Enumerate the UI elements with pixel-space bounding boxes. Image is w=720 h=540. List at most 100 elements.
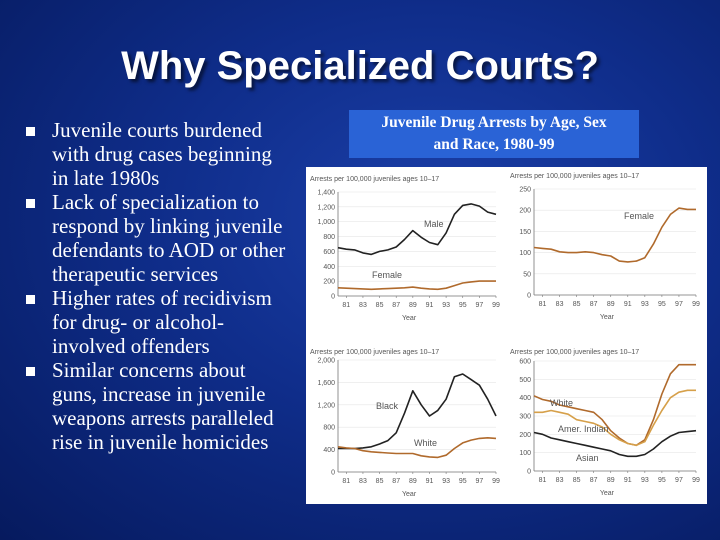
y-tick-label: 1,400 xyxy=(317,190,335,197)
y-tick-label: 150 xyxy=(519,229,531,236)
square-bullet-icon xyxy=(26,199,35,208)
x-tick-label: 97 xyxy=(675,301,683,308)
x-tick-label: 89 xyxy=(409,302,417,309)
bullet-item: Higher rates of recidivism for drug- or … xyxy=(22,286,292,358)
x-tick-label: 89 xyxy=(607,301,615,308)
bullet-item: Juvenile courts burdened with drug cases… xyxy=(22,118,292,190)
y-tick-label: 1,200 xyxy=(317,402,335,409)
series-label: Female xyxy=(624,211,654,221)
y-tick-label: 1,600 xyxy=(317,380,335,387)
y-tick-label: 2,000 xyxy=(317,358,335,365)
x-tick-label: 91 xyxy=(426,478,434,485)
x-tick-label: 97 xyxy=(475,478,483,485)
x-tick-label: 85 xyxy=(573,301,581,308)
bullet-text: Lack of specialization to respond by lin… xyxy=(52,190,286,286)
square-bullet-icon xyxy=(26,295,35,304)
x-tick-label: 83 xyxy=(359,302,367,309)
x-tick-label: 87 xyxy=(392,478,400,485)
series-line-asian xyxy=(533,429,697,458)
x-tick-label: 97 xyxy=(475,302,483,309)
y-tick-label: 100 xyxy=(519,250,531,257)
x-tick-label: 95 xyxy=(459,302,467,309)
y-tick-label: 100 xyxy=(519,450,531,457)
chart-4: Arrests per 100,000 juveniles ages 10–17… xyxy=(510,349,700,497)
slide-title: Why Specialized Courts? xyxy=(121,44,599,88)
series-label: Female xyxy=(372,270,402,280)
x-tick-label: 81 xyxy=(342,478,350,485)
x-tick-label: 91 xyxy=(624,301,632,308)
y-tick-label: 0 xyxy=(331,294,335,301)
series-label: Amer. Indian xyxy=(558,424,609,434)
x-tick-label: 85 xyxy=(376,478,384,485)
x-tick-label: 97 xyxy=(675,477,683,484)
x-tick-label: 81 xyxy=(539,477,547,484)
y-tick-label: 300 xyxy=(519,414,531,421)
y-axis-label: Arrests per 100,000 juveniles ages 10–17 xyxy=(510,173,639,180)
x-tick-label: 87 xyxy=(590,477,598,484)
y-tick-label: 200 xyxy=(323,279,335,286)
x-tick-label: 95 xyxy=(658,301,666,308)
y-tick-label: 1,000 xyxy=(317,219,335,226)
y-tick-label: 50 xyxy=(523,271,531,278)
series-label: White xyxy=(414,438,437,448)
y-axis-label: Arrests per 100,000 juveniles ages 10–17 xyxy=(310,349,439,356)
y-tick-label: 500 xyxy=(519,377,531,384)
x-tick-label: 89 xyxy=(607,477,615,484)
x-tick-label: 93 xyxy=(442,478,450,485)
bullet-item: Lack of specialization to respond by lin… xyxy=(22,190,292,286)
chart-1: Arrests per 100,000 juveniles ages 10–17… xyxy=(310,176,500,322)
square-bullet-icon xyxy=(26,367,35,376)
chart-caption-line: and Race, 1980-99 xyxy=(433,136,555,153)
y-axis-label: Arrests per 100,000 juveniles ages 10–17 xyxy=(310,176,439,183)
x-tick-label: 95 xyxy=(459,478,467,485)
chart-caption: Juvenile Drug Arrests by Age, Sex and Ra… xyxy=(349,110,639,158)
series-line-black xyxy=(338,373,497,450)
square-bullet-icon xyxy=(26,127,35,136)
series-line-white xyxy=(533,363,696,447)
y-tick-label: 0 xyxy=(331,470,335,477)
x-tick-label: 91 xyxy=(624,477,632,484)
x-tick-label: 99 xyxy=(492,478,500,485)
series-line-female xyxy=(337,280,496,291)
series-line-male xyxy=(337,203,497,256)
x-axis-label: Year xyxy=(600,314,615,321)
y-tick-label: 400 xyxy=(323,447,335,454)
y-tick-label: 800 xyxy=(323,425,335,432)
x-tick-label: 99 xyxy=(692,477,700,484)
series-line-female xyxy=(533,207,696,263)
chart-caption-line: Juvenile Drug Arrests by Age, Sex xyxy=(381,114,607,131)
x-tick-label: 87 xyxy=(590,301,598,308)
bullet-item: Similar concerns about guns, increase in… xyxy=(22,358,292,454)
y-tick-label: 1,200 xyxy=(317,204,335,211)
x-axis-label: Year xyxy=(600,490,615,497)
bullet-text: Juvenile courts burdened with drug cases… xyxy=(52,118,272,190)
x-tick-label: 91 xyxy=(426,302,434,309)
bullet-text: Similar concerns about guns, increase in… xyxy=(52,358,274,454)
y-axis-label: Arrests per 100,000 juveniles ages 10–17 xyxy=(510,349,639,356)
x-tick-label: 93 xyxy=(641,477,649,484)
y-tick-label: 0 xyxy=(527,469,531,476)
x-tick-label: 93 xyxy=(641,301,649,308)
x-tick-label: 83 xyxy=(556,477,564,484)
series-label: White xyxy=(550,398,573,408)
x-tick-label: 83 xyxy=(556,301,564,308)
y-tick-label: 600 xyxy=(323,249,335,256)
bullet-text: Higher rates of recidivism for drug- or … xyxy=(52,286,272,358)
x-axis-label: Year xyxy=(402,491,417,498)
x-tick-label: 85 xyxy=(376,302,384,309)
chart-3: Arrests per 100,000 juveniles ages 10–17… xyxy=(310,349,500,498)
x-tick-label: 81 xyxy=(539,301,547,308)
x-tick-label: 83 xyxy=(359,478,367,485)
x-tick-label: 99 xyxy=(492,302,500,309)
y-tick-label: 400 xyxy=(519,395,531,402)
charts-svg: Arrests per 100,000 juveniles ages 10–17… xyxy=(310,173,700,498)
y-tick-label: 400 xyxy=(323,264,335,271)
x-tick-label: 99 xyxy=(692,301,700,308)
chart-2: Arrests per 100,000 juveniles ages 10–17… xyxy=(510,173,700,321)
y-tick-label: 0 xyxy=(527,293,531,300)
x-tick-label: 85 xyxy=(573,477,581,484)
x-axis-label: Year xyxy=(402,315,417,322)
y-tick-label: 600 xyxy=(519,359,531,366)
series-label: Male xyxy=(424,219,444,229)
